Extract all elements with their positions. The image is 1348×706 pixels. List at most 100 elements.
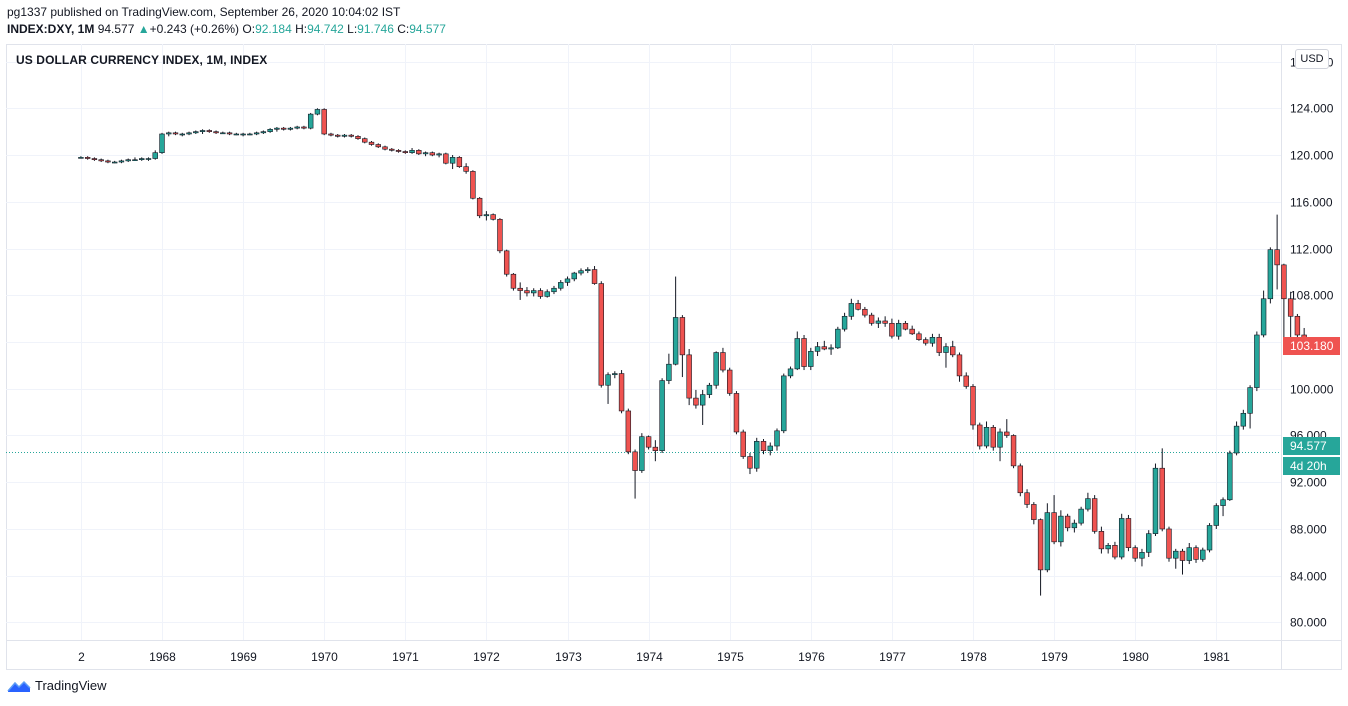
candle-body-down [760, 441, 767, 451]
candle-body-down [1166, 528, 1172, 559]
candles [78, 108, 1307, 596]
candle-body-up [449, 157, 456, 164]
candle [253, 131, 260, 136]
candle [470, 170, 476, 200]
candle-body-down [84, 157, 91, 159]
candle-body-down [916, 333, 922, 340]
candle [1173, 548, 1179, 569]
candle-body-up [1071, 522, 1078, 529]
candle [1254, 331, 1260, 392]
candle [760, 438, 767, 455]
time-tick-label: 1976 [798, 650, 825, 664]
candle-body-up [605, 374, 611, 386]
candle [1017, 463, 1024, 497]
candle [1206, 523, 1213, 553]
candle-body-up [659, 380, 665, 451]
candle [449, 155, 456, 170]
candle-body-down [990, 427, 996, 448]
candle-body-up [794, 338, 800, 370]
candle [740, 429, 746, 459]
candle [389, 148, 395, 152]
candle [125, 158, 131, 163]
candle-body-up [983, 427, 990, 447]
candle [875, 317, 882, 328]
candle-body-up [1267, 249, 1274, 300]
candle-body-up [814, 346, 821, 352]
candle [132, 157, 138, 161]
candle-body-up [943, 346, 949, 353]
candle [307, 112, 314, 130]
price-tick-label: 108.000 [1290, 289, 1334, 303]
candle-body-down [1287, 298, 1294, 317]
candle-body-down [963, 375, 969, 387]
time-tick-label: 1972 [473, 650, 500, 664]
candle-body-up [558, 282, 564, 289]
candle-body-up [808, 351, 814, 367]
price-tick-label: 120.000 [1290, 149, 1334, 163]
candle-body-up [551, 287, 557, 293]
candle-body-up [1233, 425, 1240, 454]
candle-body-down [105, 160, 111, 163]
candle [767, 442, 773, 456]
time-tick-label: 1981 [1203, 650, 1230, 664]
candle-body-up [294, 126, 300, 129]
price-tick-label: 84.000 [1290, 570, 1327, 584]
candle-body-down [91, 158, 98, 160]
time-axis[interactable]: 2 1968 1969 1970 1971 1972 1973 1974 1975 1976 197… [78, 650, 1230, 664]
open-value: 92.184 [255, 22, 292, 36]
candle [929, 333, 936, 347]
footer-brand[interactable]: TradingView [7, 678, 107, 693]
candle [1166, 526, 1172, 562]
candle-body-down [362, 138, 368, 143]
candle-body-down [889, 323, 895, 337]
candle-body-down [977, 424, 983, 447]
candle-body-down [909, 328, 915, 335]
candle [652, 440, 659, 462]
published-line: pg1337 published on TradingView.com, Sep… [7, 5, 401, 19]
candle [605, 372, 611, 404]
close-value: 94.577 [409, 22, 446, 36]
candle-body-up [895, 323, 902, 337]
candle-body-up [672, 317, 679, 365]
candle [1078, 506, 1084, 526]
candle [835, 326, 841, 350]
candle-body-down [206, 130, 213, 132]
candle [1213, 503, 1220, 529]
candle-body-up [1213, 505, 1220, 526]
candle-body-up [929, 337, 936, 344]
candle [1024, 489, 1030, 508]
candle-body-up [409, 150, 415, 153]
candle-body-up [125, 159, 131, 162]
candle [1200, 547, 1206, 562]
time-tick-label: 1980 [1122, 650, 1149, 664]
candle-body-down [645, 436, 652, 448]
candle-body-down [1024, 492, 1030, 505]
candle-body-down [348, 134, 354, 137]
candle [294, 125, 300, 130]
candle [841, 312, 848, 332]
candle [679, 315, 686, 378]
low-label: L: [347, 22, 358, 36]
chart-legend-title: US DOLLAR CURRENCY INDEX, 1M, INDEX [16, 53, 268, 67]
candle [943, 343, 949, 368]
candle [862, 306, 868, 318]
candle-body-up [132, 159, 138, 161]
candle-body-up [111, 161, 118, 164]
candle-body-up [1220, 499, 1226, 506]
candle-body-up [835, 328, 841, 349]
candle [503, 249, 510, 277]
candle [828, 344, 834, 355]
candle-body-up [152, 152, 158, 159]
candle-body-down [497, 218, 503, 252]
candle [1037, 518, 1044, 596]
candle-body-down [1274, 249, 1280, 266]
candle [402, 150, 408, 154]
candle [963, 372, 969, 389]
tradingview-brand-label: TradingView [35, 678, 107, 693]
candle-body-down [956, 354, 963, 377]
candle [922, 337, 929, 346]
currency-button[interactable]: USD [1295, 49, 1329, 69]
candle [456, 156, 463, 168]
candle [1118, 513, 1125, 560]
